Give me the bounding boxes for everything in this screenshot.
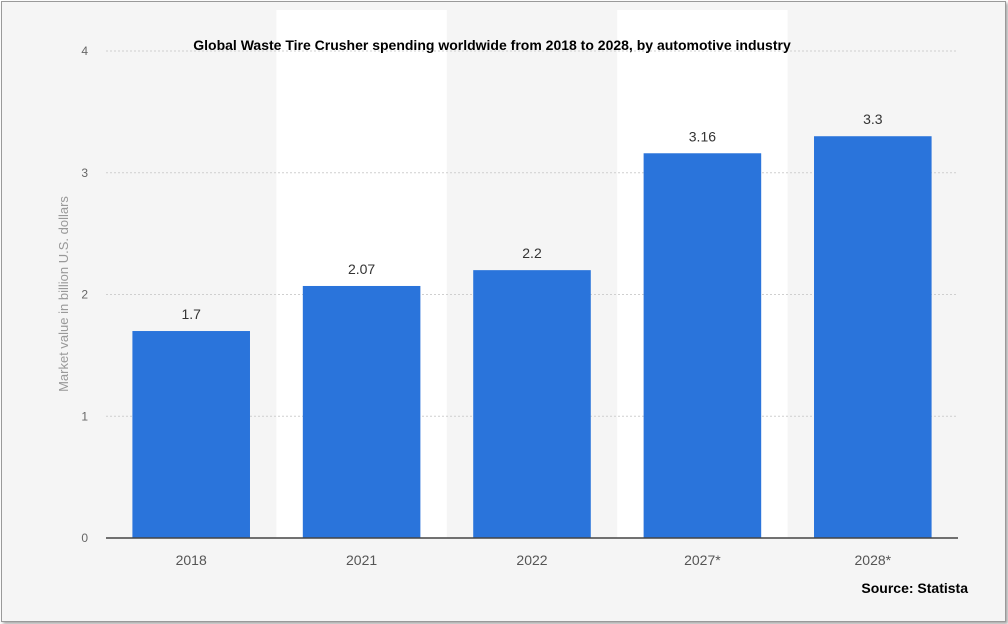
- y-tick-label: 1: [81, 409, 88, 423]
- value-labels: 1.7 2.07 2.2 3.16 3.3: [181, 111, 882, 322]
- x-tick-label: 2028*: [855, 552, 892, 568]
- bar: [473, 270, 591, 538]
- bar: [643, 153, 762, 538]
- x-tick-labels: 2018 2021 2022 2027* 2028*: [176, 552, 892, 568]
- y-tick-label: 2: [81, 288, 88, 302]
- data-label: 3.3: [863, 111, 883, 127]
- x-tick-label: 2027*: [684, 552, 721, 568]
- data-label: 3.16: [689, 128, 716, 144]
- bar: [132, 331, 250, 538]
- x-tick-label: 2018: [176, 552, 207, 568]
- bar: [302, 285, 421, 538]
- y-tick-label: 0: [81, 531, 88, 545]
- data-label: 1.7: [181, 306, 201, 322]
- x-tick-label: 2021: [346, 552, 377, 568]
- data-label: 2.2: [522, 245, 542, 261]
- x-tick-label: 2022: [516, 552, 547, 568]
- source-label: Source: Statista: [861, 580, 968, 596]
- y-tick-label: 4: [81, 44, 88, 58]
- y-axis-label: Market value in billion U.S. dollars: [56, 196, 71, 392]
- bar: [814, 136, 932, 538]
- y-tick-label: 3: [81, 166, 88, 180]
- data-label: 2.07: [348, 261, 375, 277]
- y-tick-labels: 0 1 2 3 4: [81, 44, 88, 545]
- bars: [132, 136, 932, 538]
- chart-title: Global Waste Tire Crusher spending world…: [193, 37, 791, 53]
